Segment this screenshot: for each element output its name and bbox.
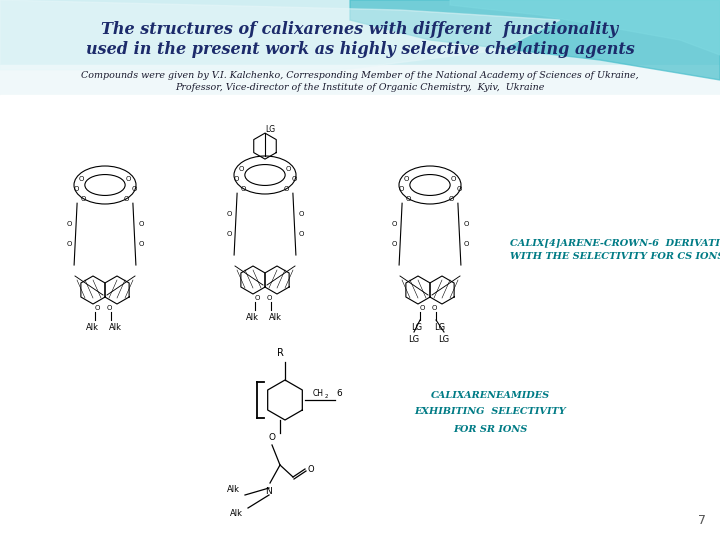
Text: O: O: [298, 231, 304, 237]
Text: CALIX[4]ARENE-CROWN-6  DERIVATIVES
WITH THE SELECTIVITY FOR CS IONS: CALIX[4]ARENE-CROWN-6 DERIVATIVES WITH T…: [510, 239, 720, 261]
Polygon shape: [350, 0, 720, 80]
Text: O: O: [73, 186, 78, 192]
Text: R: R: [276, 348, 284, 358]
Text: O: O: [456, 186, 462, 192]
Text: O: O: [449, 197, 454, 202]
Text: O: O: [124, 197, 130, 202]
Text: Alk: Alk: [269, 314, 282, 322]
Text: 2: 2: [324, 395, 328, 400]
Text: O: O: [286, 166, 292, 172]
Text: O: O: [138, 221, 143, 227]
Text: O: O: [404, 176, 409, 183]
Text: LG: LG: [438, 335, 449, 345]
Text: Alk: Alk: [86, 323, 99, 333]
Text: O: O: [392, 221, 397, 227]
Text: O: O: [94, 305, 99, 311]
Text: LG: LG: [265, 125, 275, 133]
Text: O: O: [405, 197, 411, 202]
Polygon shape: [450, 0, 720, 55]
Text: O: O: [392, 241, 397, 247]
Text: LG: LG: [408, 335, 420, 345]
Text: O: O: [431, 305, 437, 311]
Text: Professor, Vice-director of the Institute of Organic Chemistry,  Kyiv,  Ukraine: Professor, Vice-director of the Institut…: [175, 83, 545, 91]
Text: O: O: [81, 197, 86, 202]
Polygon shape: [0, 0, 560, 70]
Text: O: O: [240, 186, 246, 192]
Text: O: O: [266, 295, 271, 301]
Text: CALIXARENEAMIDES: CALIXARENEAMIDES: [431, 390, 549, 400]
Text: O: O: [307, 464, 315, 474]
Text: LG: LG: [411, 323, 423, 333]
Text: O: O: [419, 305, 425, 311]
Text: 6: 6: [336, 388, 342, 397]
Text: O: O: [254, 295, 260, 301]
Text: O: O: [126, 176, 131, 183]
Text: used in the present work as highly selective chelating agents: used in the present work as highly selec…: [86, 42, 634, 58]
Polygon shape: [0, 95, 720, 540]
Text: O: O: [463, 241, 469, 247]
Text: O: O: [132, 186, 137, 192]
Text: O: O: [226, 231, 232, 237]
Text: CH: CH: [312, 388, 323, 397]
Text: O: O: [463, 221, 469, 227]
Text: O: O: [239, 166, 244, 172]
Text: O: O: [451, 176, 456, 183]
Text: O: O: [66, 241, 72, 247]
Text: EXHIBITING  SELECTIVITY: EXHIBITING SELECTIVITY: [414, 408, 566, 416]
Text: O: O: [138, 241, 143, 247]
Text: Alk: Alk: [246, 314, 258, 322]
Text: O: O: [107, 305, 112, 311]
Text: O: O: [269, 434, 276, 442]
Text: O: O: [78, 176, 84, 183]
Text: Alk: Alk: [230, 509, 243, 517]
Text: O: O: [398, 186, 403, 192]
Text: The structures of calixarenes with different  functionality: The structures of calixarenes with diffe…: [102, 22, 618, 38]
Text: O: O: [292, 176, 297, 182]
Polygon shape: [0, 0, 720, 115]
Text: O: O: [233, 176, 238, 182]
Text: LG: LG: [434, 323, 446, 333]
Text: O: O: [284, 186, 289, 192]
Polygon shape: [0, 65, 720, 540]
Text: O: O: [226, 211, 232, 217]
Text: Compounds were given by V.I. Kalchenko, Corresponding Member of the National Aca: Compounds were given by V.I. Kalchenko, …: [81, 71, 639, 79]
Text: Alk: Alk: [109, 323, 122, 333]
Text: O: O: [298, 211, 304, 217]
Text: FOR SR IONS: FOR SR IONS: [453, 424, 527, 434]
Text: N: N: [266, 487, 272, 496]
Text: 7: 7: [698, 514, 706, 527]
Text: O: O: [66, 221, 72, 227]
Text: Alk: Alk: [227, 485, 240, 495]
